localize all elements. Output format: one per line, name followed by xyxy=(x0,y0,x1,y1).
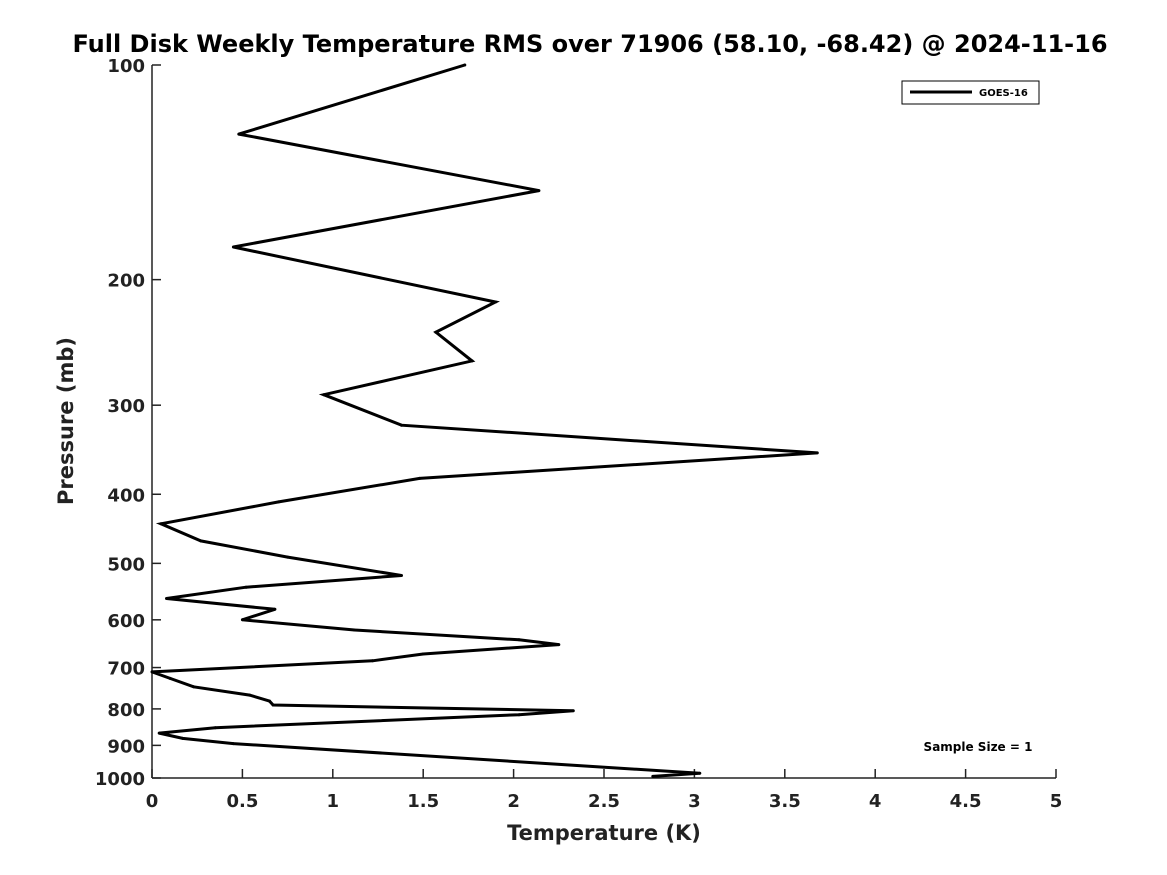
data-point xyxy=(268,699,271,703)
y-tick-label: 100 xyxy=(107,56,145,77)
data-point xyxy=(557,643,561,647)
data-point xyxy=(277,500,281,504)
data-point xyxy=(322,393,326,397)
data-point xyxy=(421,652,425,656)
data-point xyxy=(537,189,541,193)
data-point xyxy=(159,522,163,526)
x-tick-label: 4 xyxy=(869,791,882,812)
data-point xyxy=(286,555,290,559)
data-point xyxy=(698,771,702,775)
data-point xyxy=(571,709,575,713)
y-tick-label: 200 xyxy=(107,271,145,292)
y-axis-ticks: 100 200 300 400 500 600 700 800 900 1000 xyxy=(95,56,161,790)
data-point xyxy=(231,245,235,249)
data-point xyxy=(231,742,235,746)
data-point xyxy=(470,359,474,363)
data-point xyxy=(651,774,655,778)
x-tick-label: 3.5 xyxy=(769,791,801,812)
data-point xyxy=(353,628,356,632)
y-tick-label: 800 xyxy=(107,700,145,721)
x-tick-label: 2.5 xyxy=(588,791,620,812)
x-tick-label: 2 xyxy=(507,791,520,812)
x-axis-ticks: 0 0.5 1 1.5 2 2.5 3 3.5 4 4.5 5 xyxy=(146,769,1063,812)
data-point xyxy=(815,451,819,455)
data-point xyxy=(181,736,185,740)
series-group xyxy=(150,63,819,778)
data-point xyxy=(165,597,168,600)
sample-size-annotation: Sample Size = 1 xyxy=(924,740,1033,754)
y-tick-label: 500 xyxy=(107,554,145,575)
y-tick-label: 700 xyxy=(107,659,145,680)
data-point xyxy=(192,685,196,689)
chart-title: Full Disk Weekly Temperature RMS over 71… xyxy=(72,30,1107,58)
data-point xyxy=(213,726,217,730)
y-axis-label: Pressure (mb) xyxy=(54,337,78,505)
x-tick-label: 0.5 xyxy=(226,791,258,812)
data-point xyxy=(168,676,172,680)
x-tick-label: 4.5 xyxy=(950,791,982,812)
data-point xyxy=(517,638,521,642)
data-point xyxy=(400,574,403,577)
legend-label-goes-16: GOES-16 xyxy=(979,88,1028,99)
data-point xyxy=(240,618,244,622)
x-tick-label: 3 xyxy=(688,791,701,812)
y-tick-label: 900 xyxy=(107,736,145,757)
data-point xyxy=(463,63,467,67)
data-point xyxy=(517,713,521,717)
data-point xyxy=(400,423,403,427)
legend: GOES-16 xyxy=(901,80,1040,105)
x-axis-label: Temperature (K) xyxy=(507,821,701,845)
data-point xyxy=(157,731,161,735)
y-tick-label: 300 xyxy=(107,396,145,417)
y-tick-label: 600 xyxy=(107,611,145,632)
data-point xyxy=(271,703,275,707)
data-point xyxy=(244,585,248,589)
data-point xyxy=(150,670,154,674)
data-point xyxy=(273,607,277,611)
x-tick-label: 1.5 xyxy=(407,791,439,812)
y-tick-label: 1000 xyxy=(95,769,145,790)
series-line-goes-16 xyxy=(151,63,818,778)
x-tick-label: 1 xyxy=(327,791,340,812)
x-tick-label: 5 xyxy=(1050,791,1063,812)
data-point xyxy=(418,476,422,480)
data-point xyxy=(248,693,252,697)
data-point xyxy=(371,659,375,663)
data-point xyxy=(434,330,438,334)
x-tick-label: 0 xyxy=(146,791,159,812)
data-point xyxy=(237,132,241,136)
data-point xyxy=(494,300,497,304)
data-point xyxy=(199,539,203,543)
y-tick-label: 400 xyxy=(107,485,145,506)
